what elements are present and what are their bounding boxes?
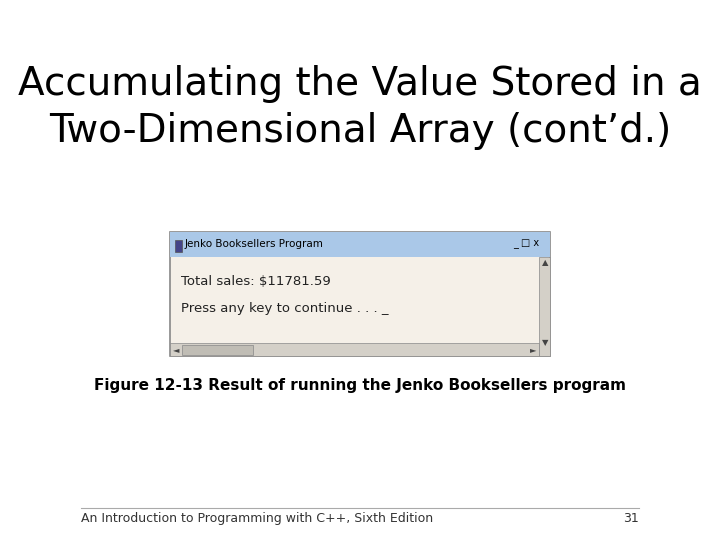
FancyBboxPatch shape xyxy=(170,232,550,256)
Text: Jenko Booksellers Program: Jenko Booksellers Program xyxy=(185,239,323,249)
Text: Press any key to continue . . . _: Press any key to continue . . . _ xyxy=(181,302,388,315)
Text: ►: ► xyxy=(530,345,537,354)
Text: Accumulating the Value Stored in a
Two-Dimensional Array (cont’d.): Accumulating the Value Stored in a Two-D… xyxy=(18,65,702,150)
Text: Total sales: $11781.59: Total sales: $11781.59 xyxy=(181,275,330,288)
Text: An Introduction to Programming with C++, Sixth Edition: An Introduction to Programming with C++,… xyxy=(81,512,433,525)
FancyBboxPatch shape xyxy=(170,343,539,356)
Text: Figure 12-13 Result of running the Jenko Booksellers program: Figure 12-13 Result of running the Jenko… xyxy=(94,378,626,393)
Text: ◄: ◄ xyxy=(173,345,179,354)
FancyBboxPatch shape xyxy=(539,256,550,356)
Text: ▼: ▼ xyxy=(541,339,548,347)
FancyBboxPatch shape xyxy=(170,232,550,356)
Text: ▲: ▲ xyxy=(541,259,548,267)
FancyBboxPatch shape xyxy=(174,240,181,252)
Text: 31: 31 xyxy=(624,512,639,525)
FancyBboxPatch shape xyxy=(181,345,253,355)
Text: _ □ x: _ □ x xyxy=(513,239,539,249)
